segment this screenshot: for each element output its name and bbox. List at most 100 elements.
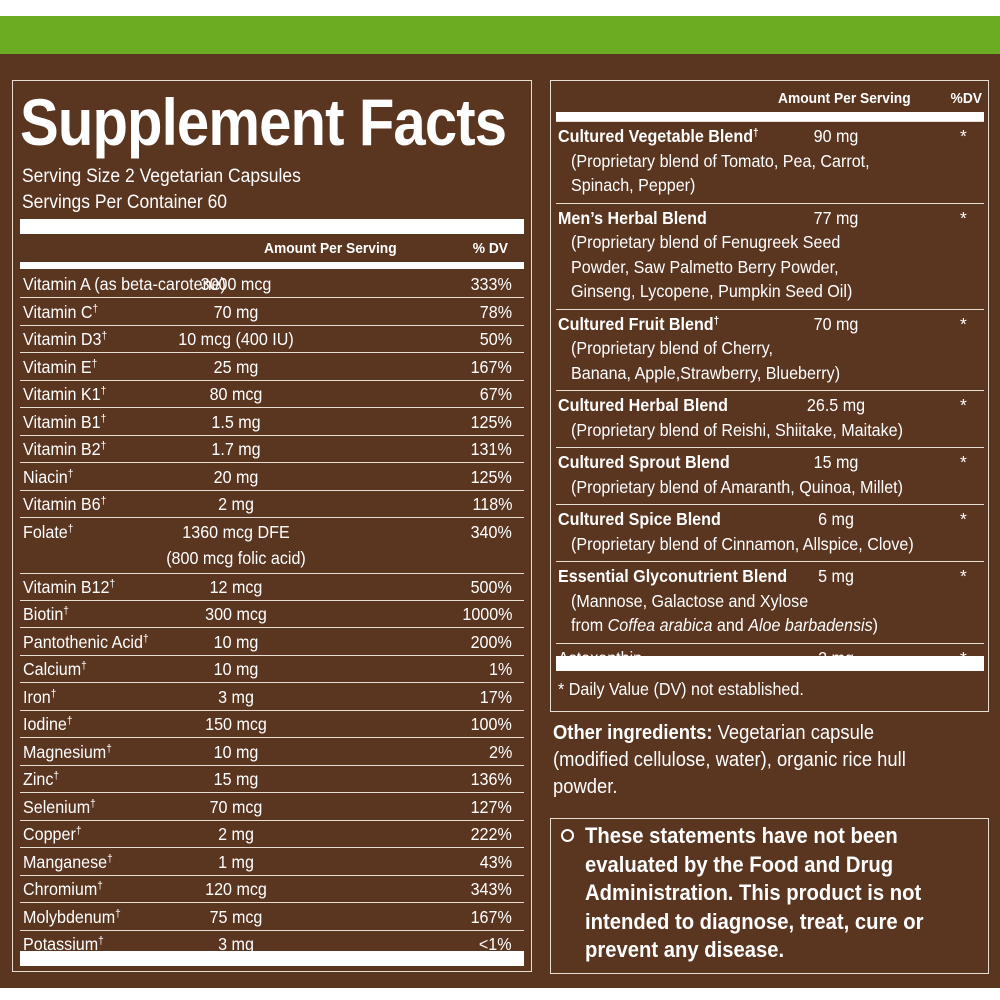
table-row: Vitamin B2† 1.7 mg 131% [20, 436, 524, 463]
dagger-mark: † [66, 715, 73, 727]
circle-bullet-icon [561, 829, 574, 842]
table-row: Vitamin K1† 80 mcg 67% [20, 381, 524, 408]
blend-dv: * [960, 452, 967, 472]
blend-description: Banana, Apple,Strawberry, Blueberry) [571, 362, 841, 383]
description-text: from [571, 615, 608, 635]
nutrient-name: Vitamin B1† [23, 411, 107, 432]
nutrient-amount: 2 mg [218, 824, 254, 844]
table-row: Manganese† 1 mg 43% [20, 849, 524, 876]
nutrient-amount: 10 mg [213, 659, 259, 679]
nutrient-amount: 3000 mcg [200, 274, 272, 294]
blend-description: Powder, Saw Palmetto Berry Powder, [571, 256, 839, 277]
dagger-mark: † [753, 127, 759, 139]
nutrient-dv: 67% [479, 384, 512, 404]
dagger-mark: † [91, 357, 98, 370]
blend-amount-header: Amount Per Serving [778, 90, 911, 107]
table-row: Vitamin B12† 12 mcg 500% [20, 574, 524, 601]
dagger-mark: † [81, 660, 87, 672]
nutrient-name: Magnesium† [23, 741, 112, 762]
nutrient-dv: 125% [470, 411, 512, 432]
nutrient-dv: 222% [470, 824, 512, 844]
blend-amount: 77 mg [813, 207, 859, 228]
nutrient-name: Iodine† [23, 714, 73, 734]
nutrient-dv: 50% [479, 329, 512, 349]
nutrient-name: Vitamin D3† [23, 329, 108, 349]
blend-row: Cultured Vegetable Blend† 90 mg * (Propriet… [556, 121, 984, 203]
blend-dv: * [960, 509, 967, 529]
blend-description: (Proprietary blend of Fenugreek Seed [571, 232, 841, 252]
nutrient-amount: 1360 mcg DFE [182, 521, 290, 542]
table-row: Copper† 2 mg 222% [20, 821, 524, 848]
page-title: Supplement Facts [20, 85, 507, 159]
nutrient-name: Manganese† [23, 851, 113, 872]
table-row: Pantothenic Acid† 10 mg 200% [20, 629, 524, 656]
table-row: Vitamin B6† 2 mg 118% [20, 491, 524, 518]
table-row: Vitamin C† 70 mg 78% [20, 299, 524, 326]
green-top-band [0, 16, 1000, 54]
nutrient-name: Molybdenum† [23, 906, 121, 927]
nutrient-amount: 12 mcg [209, 576, 263, 597]
blend-name: Cultured Fruit Blend† [558, 313, 720, 334]
dagger-mark: † [107, 852, 113, 865]
table-row: Vitamin E† 25 mg 167% [20, 354, 524, 381]
supplement-facts-panel [12, 80, 532, 972]
nutrient-amount: 1 mg [218, 851, 254, 872]
dagger-mark: † [713, 314, 720, 327]
nutrient-amount: 10 mcg (400 IU) [178, 329, 294, 349]
species-name: Coffea arabica [607, 615, 713, 635]
nutrient-dv: 2% [488, 741, 512, 762]
nutrient-dv: 167% [470, 356, 512, 377]
blend-amount: 15 mg [813, 452, 859, 472]
table-row: Calcium† 10 mg 1% [20, 656, 524, 683]
dagger-mark: † [100, 385, 107, 397]
nutrient-name: Chromium† [23, 879, 103, 899]
other-ingredients-label: Other ingredients: [553, 722, 713, 744]
species-name: Aloe barbadensis [748, 615, 873, 635]
blend-row: Cultured Spice Blend 6 mg * (Proprietary bl… [556, 504, 984, 561]
dagger-mark: † [67, 467, 74, 480]
blend-dv: * [960, 207, 967, 228]
serving-size: Serving Size 2 Vegetarian Capsules [22, 166, 301, 187]
table-row: Vitamin D3† 10 mcg (400 IU) 50% [20, 326, 524, 353]
divider-medium [20, 262, 524, 269]
fda-notice-line: intended to diagnose, treat, cure or [585, 908, 924, 934]
nutrient-name: Niacin† [23, 466, 74, 487]
dagger-mark: † [97, 880, 103, 892]
nutrient-amount-detail: (800 mcg folic acid) [166, 547, 306, 568]
fda-notice-box [550, 818, 989, 974]
nutrient-dv: 17% [479, 686, 512, 707]
dagger-mark: † [67, 522, 74, 535]
table-row: Molybdenum† 75 mcg 167% [20, 904, 524, 931]
table-row: Iodine† 150 mcg 100% [20, 711, 524, 738]
blend-amount: 26.5 mg [806, 395, 866, 415]
table-row: Potassium† 3 mg <1% [20, 931, 524, 958]
table-row: Iron† 3 mg 17% [20, 684, 524, 711]
table-row: Zinc† 15 mg 136% [20, 766, 524, 793]
bottom-margin [0, 988, 1000, 1000]
blend-description: Spinach, Pepper) [571, 175, 696, 195]
other-ingredients-line: powder. [553, 776, 618, 798]
nutrient-dv: 333% [470, 274, 512, 294]
blend-row: Essential Glyconutrient Blend 5 mg * (Manno… [556, 561, 984, 643]
nutrient-name: Potassium† [23, 934, 104, 954]
nutrient-name: Copper† [23, 824, 82, 844]
table-row: Folate† 1360 mcg DFE (800 mcg folic acid) 3… [20, 519, 524, 574]
nutrient-amount: 300 mcg [205, 604, 267, 624]
blend-amount: 70 mg [813, 313, 859, 334]
nutrient-dv: 131% [470, 439, 512, 459]
blend-row: Cultured Fruit Blend† 70 mg * (Proprietary … [556, 308, 984, 391]
nutrient-dv: 340% [470, 521, 512, 542]
nutrient-dv: 1% [488, 659, 512, 679]
dagger-mark: † [75, 825, 82, 837]
dagger-mark: † [53, 770, 60, 782]
dagger-mark: † [101, 330, 108, 342]
blend-dv: * [960, 126, 967, 146]
nutrient-amount: 20 mg [213, 466, 259, 487]
blend-name: Men’s Herbal Blend [558, 207, 707, 228]
nutrient-name: Vitamin K1† [23, 384, 107, 404]
dagger-mark: † [63, 605, 69, 617]
table-row: Chromium† 120 mcg 343% [20, 876, 524, 903]
blend-amount: 6 mg [818, 509, 854, 529]
blend-dv: * [960, 395, 967, 415]
nutrient-amount: 75 mcg [209, 906, 263, 927]
